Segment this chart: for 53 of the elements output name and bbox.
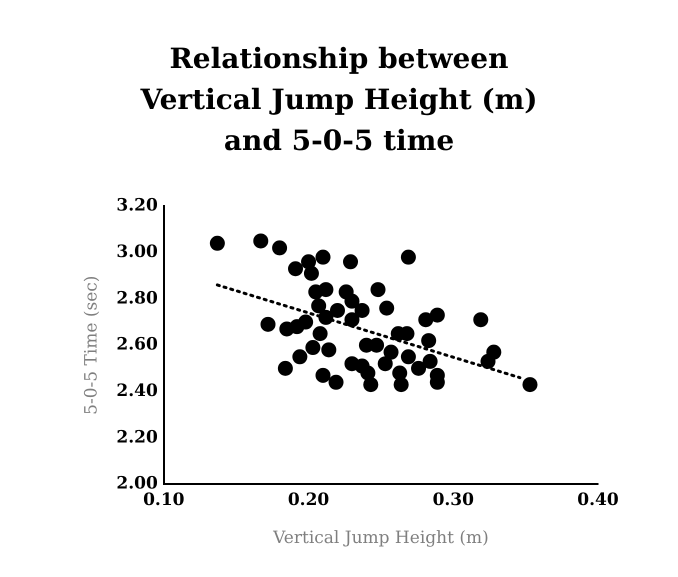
- point: [344, 294, 360, 309]
- point: [318, 310, 334, 325]
- point: [312, 326, 328, 342]
- x-tick-label: 0.30: [432, 490, 474, 510]
- x-tick-label: 0.20: [288, 490, 330, 510]
- x-tick-label: 0.10: [143, 490, 185, 510]
- y-tick-label: 3.00: [116, 242, 158, 262]
- y-tick-label: 2.60: [116, 334, 158, 355]
- point: [418, 312, 434, 328]
- point: [400, 250, 416, 265]
- y-tick-label: 2.80: [116, 288, 158, 308]
- point: [369, 338, 384, 353]
- point: [400, 349, 416, 364]
- point: [210, 236, 225, 251]
- point: [344, 312, 360, 328]
- point: [430, 308, 445, 323]
- y-axis-title: 5-0-5 Time (sec): [82, 276, 102, 415]
- point: [363, 377, 378, 392]
- x-tick-label: 0.40: [577, 490, 619, 510]
- point: [316, 250, 331, 265]
- point: [370, 282, 386, 298]
- point: [318, 282, 334, 298]
- point: [321, 342, 336, 358]
- point: [328, 374, 344, 390]
- point: [378, 356, 393, 372]
- point: [522, 377, 538, 392]
- point: [379, 300, 394, 316]
- point: [260, 316, 276, 332]
- x-axis-title: Vertical Jump Height (m): [272, 528, 489, 548]
- point: [354, 302, 370, 318]
- point: [272, 240, 288, 256]
- point: [486, 344, 502, 360]
- point: [311, 298, 326, 314]
- point: [288, 261, 304, 276]
- point: [411, 360, 426, 376]
- point: [253, 233, 268, 248]
- point: [473, 312, 488, 328]
- point: [292, 349, 308, 364]
- point: [422, 354, 438, 369]
- y-tick-label: 2.20: [116, 427, 158, 448]
- point: [305, 340, 320, 356]
- point: [394, 377, 409, 392]
- point: [343, 254, 358, 270]
- y-tick-label: 2.40: [116, 380, 158, 401]
- point: [330, 302, 345, 318]
- point: [304, 266, 319, 281]
- point: [278, 360, 293, 376]
- point: [421, 333, 436, 348]
- point: [316, 368, 331, 383]
- chart-title: Relationship between Vertical Jump Height (m) and 5-0-5 time: [139, 41, 539, 159]
- y-tick-label: 3.20: [116, 196, 158, 216]
- point: [384, 344, 399, 360]
- point: [298, 314, 314, 330]
